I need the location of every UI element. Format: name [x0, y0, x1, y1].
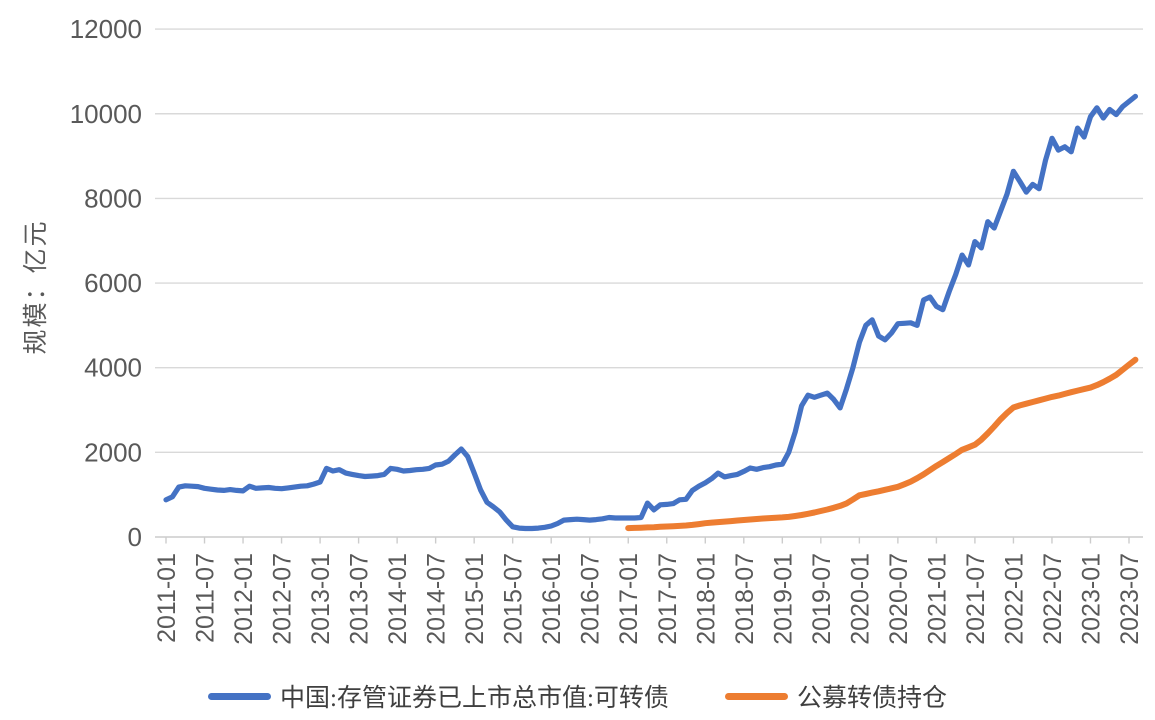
x-tick-label: 2012-01: [230, 553, 258, 645]
x-tick-label: 2014-01: [384, 553, 412, 645]
x-tick-label: 2015-07: [500, 553, 528, 645]
legend-swatch-blue-icon: [208, 692, 272, 700]
legend-item-cbond-marketcap: 中国:存管证券已上市总市值:可转债: [208, 678, 669, 714]
legend-label-fund-holdings: 公募转债持仓: [796, 685, 947, 712]
x-tick-label: 2018-01: [692, 553, 720, 645]
x-tick-label: 2013-07: [346, 553, 374, 645]
x-tick-label: 2011-07: [192, 553, 220, 643]
x-tick-label: 2012-07: [269, 553, 297, 645]
x-tick-label: 2023-07: [1116, 553, 1144, 645]
x-tick-label: 2022-01: [1000, 553, 1028, 645]
x-tick-label: 2014-07: [423, 553, 451, 645]
x-tick-label: 2023-01: [1077, 553, 1105, 645]
x-tick-label: 2017-01: [615, 553, 643, 645]
line-chart-plot: 0 2000 4000 6000 8000 10000 12000 2011-01 2011-0…: [70, 14, 1144, 645]
x-tick-label: 2022-07: [1039, 553, 1067, 645]
x-tick-label: 2020-01: [846, 553, 874, 645]
x-tick-label: 2011-01: [153, 553, 181, 643]
x-tick-label: 2015-01: [461, 553, 489, 645]
series-line-1: [625, 356, 1139, 532]
x-tick-label: 2021-07: [962, 553, 990, 645]
x-tick-label: 2020-07: [885, 553, 913, 645]
y-tick-label: 4000: [84, 353, 142, 383]
y-tick-label: 12000: [70, 14, 142, 44]
y-axis-title: 规模：亿元: [23, 219, 50, 355]
series-line-0: [163, 93, 1139, 532]
x-tick-label: 2016-07: [577, 553, 605, 645]
legend-label-cbond-marketcap: 中国:存管证券已上市总市值:可转债: [280, 685, 669, 712]
y-tick-label: 8000: [84, 183, 142, 213]
x-tick-label: 2018-07: [731, 553, 759, 645]
x-tick-label: 2016-01: [538, 553, 566, 645]
y-tick-label: 2000: [84, 437, 142, 467]
x-tick-label: 2021-01: [923, 553, 951, 645]
x-tick-label: 2019-07: [808, 553, 836, 645]
legend-item-fund-holdings: 公募转债持仓: [724, 678, 947, 714]
y-tick-label: 0: [128, 522, 142, 552]
x-tick-label: 2013-01: [307, 553, 335, 645]
x-tick-label: 2017-07: [654, 553, 682, 645]
legend-swatch-orange-icon: [724, 692, 788, 700]
y-tick-label: 6000: [84, 268, 142, 298]
chart-legend: 中国:存管证券已上市总市值:可转债 公募转债持仓: [0, 678, 1155, 714]
y-tick-label: 10000: [70, 99, 142, 129]
x-tick-label: 2019-01: [769, 553, 797, 645]
